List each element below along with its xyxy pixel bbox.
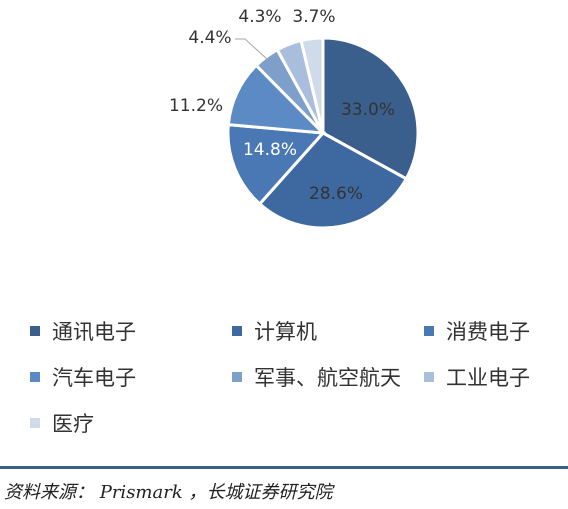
legend-item-qiche: 汽车电子 — [30, 362, 136, 392]
legend-swatch — [30, 372, 40, 382]
pie-slice-jisuanji — [257, 131, 409, 230]
legend-item-junshi: 军事、航空航天 — [232, 362, 401, 392]
data-label-xiaofei: 14.8% — [243, 140, 297, 160]
legend-swatch — [30, 326, 40, 336]
source-divider — [0, 466, 568, 469]
leader-line-junshi — [235, 38, 269, 61]
legend-item-tongxun: 通讯电子 — [30, 316, 136, 346]
legend-item-yiliao: 医疗 — [30, 408, 94, 438]
data-label-jisuanji: 28.6% — [309, 184, 363, 204]
data-label-qiche: 11.2% — [169, 96, 223, 116]
legend-swatch — [30, 418, 40, 428]
legend-label: 通讯电子 — [52, 320, 136, 344]
data-label-gongye: 4.3% — [238, 7, 281, 27]
pie-slice-yiliao — [299, 36, 325, 134]
pie-slices — [226, 36, 420, 230]
leader-lines — [235, 38, 269, 61]
legend-item-gongye: 工业电子 — [424, 362, 530, 392]
legend-swatch — [232, 372, 242, 382]
legend-swatch — [232, 326, 242, 336]
legend-label: 医疗 — [52, 412, 94, 436]
legend-label: 军事、航空航天 — [254, 366, 401, 390]
legend-label: 消费电子 — [446, 320, 530, 344]
legend-item-xiaofei: 消费电子 — [424, 316, 530, 346]
legend-label: 计算机 — [254, 320, 317, 344]
data-label-junshi: 4.4% — [188, 28, 231, 48]
legend-swatch — [424, 326, 434, 336]
legend-swatch — [424, 372, 434, 382]
legend-label: 汽车电子 — [52, 366, 136, 390]
data-labels: 33.0% 28.6% 14.8% 11.2% 4.4% 4.3% 3.7% — [169, 7, 395, 204]
source-note: 资料来源： Prismark ，长城证券研究院 — [4, 482, 333, 503]
pie-slice-xiaofei — [226, 123, 327, 206]
legend-item-jisuanji: 计算机 — [232, 316, 317, 346]
data-label-yiliao: 3.7% — [292, 7, 335, 27]
pie-chart: 33.0% 28.6% 14.8% 11.2% 4.4% 4.3% 3.7% — [169, 7, 420, 230]
legend-label: 工业电子 — [446, 366, 530, 390]
pie-slice-tongxun — [321, 36, 420, 181]
data-label-tongxun: 33.0% — [341, 100, 395, 120]
